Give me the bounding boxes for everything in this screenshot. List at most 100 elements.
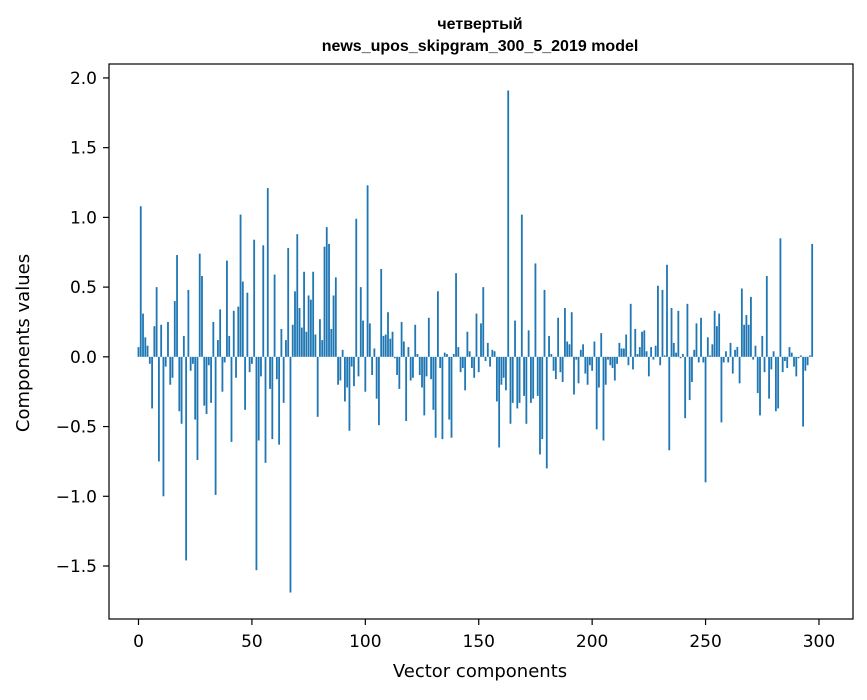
bar-component-173: [530, 356, 532, 403]
bar-component-47: [244, 356, 246, 410]
bar-component-181: [548, 335, 550, 357]
bar-component-138: [450, 356, 453, 438]
bar-component-25: [194, 356, 197, 420]
bar-component-170: [523, 356, 525, 396]
y-tick-label: 2.0: [70, 69, 97, 89]
bar-component-108: [382, 335, 385, 357]
bar-component-196: [582, 344, 584, 357]
bar-component-122: [414, 324, 417, 357]
bar-component-254: [713, 310, 716, 357]
bar-component-39: [226, 260, 228, 357]
bar-component-100: [364, 356, 367, 392]
bar-component-216: [627, 356, 630, 366]
bar-component-120: [409, 356, 412, 381]
bar-component-135: [443, 352, 446, 357]
bars-layer: [137, 90, 814, 593]
bar-component-73: [303, 271, 305, 357]
bar-component-278: [768, 356, 770, 399]
bar-component-251: [706, 337, 709, 357]
y-tick-label: 0.5: [70, 278, 97, 298]
bar-component-294: [804, 356, 807, 371]
bar-component-33: [212, 321, 215, 357]
bar-component-71: [298, 308, 301, 357]
bar-component-58: [269, 356, 271, 389]
bar-component-132: [437, 291, 439, 357]
bar-component-171: [525, 356, 528, 424]
bar-component-37: [221, 356, 224, 392]
bar-component-277: [765, 275, 768, 357]
x-axis-ticks: 0 50 100 150 200 250 300: [133, 619, 835, 652]
bar-component-49: [248, 356, 251, 373]
bar-component-106: [378, 356, 380, 426]
bar-component-72: [300, 327, 303, 357]
bar-component-2: [142, 313, 144, 357]
bar-component-79: [316, 356, 319, 417]
bar-component-60: [273, 274, 276, 357]
bar-component-203: [598, 356, 600, 388]
bar-component-150: [477, 356, 480, 373]
bar-component-114: [396, 356, 398, 375]
bar-component-107: [380, 268, 383, 357]
bar-component-23: [189, 356, 192, 371]
x-tick-label: 250: [689, 632, 721, 652]
bar-component-285: [784, 356, 786, 362]
bar-component-34: [214, 356, 217, 495]
bar-component-175: [534, 263, 537, 357]
bar-component-221: [638, 347, 641, 357]
bar-component-190: [568, 344, 571, 357]
bar-component-239: [679, 356, 682, 359]
bar-component-159: [498, 356, 501, 448]
bar-component-287: [788, 347, 791, 357]
bar-component-54: [260, 356, 262, 377]
bar-component-92: [346, 356, 349, 388]
bar-component-154: [486, 342, 489, 357]
bar-component-208: [609, 356, 612, 366]
bar-component-83: [325, 227, 328, 357]
bar-component-50: [251, 356, 253, 364]
bar-component-43: [235, 356, 237, 378]
bar-component-36: [219, 309, 222, 357]
bar-component-205: [602, 356, 605, 441]
bar-component-65: [285, 340, 287, 357]
bar-component-139: [452, 354, 455, 357]
bar-component-119: [407, 347, 410, 357]
bar-component-192: [573, 356, 575, 395]
bar-component-186: [559, 356, 562, 373]
chart-title-line1: четвертый: [437, 16, 522, 33]
bar-component-4: [146, 345, 149, 357]
bar-component-66: [287, 248, 290, 357]
bar-component-206: [604, 356, 607, 385]
bar-component-297: [811, 243, 814, 357]
bar-component-76: [309, 299, 312, 357]
bar-component-121: [412, 356, 414, 378]
bar-component-215: [625, 334, 628, 357]
bar-component-95: [353, 356, 355, 387]
x-tick-label: 0: [133, 632, 144, 652]
bar-component-180: [545, 356, 548, 469]
bar-component-21: [185, 356, 188, 561]
bar-component-151: [480, 323, 482, 357]
bar-component-0: [137, 347, 140, 357]
bar-component-153: [484, 356, 487, 362]
bar-component-276: [763, 356, 766, 373]
bar-component-225: [647, 356, 650, 377]
bar-component-269: [747, 324, 750, 357]
bar-component-160: [500, 356, 503, 385]
bar-component-28: [201, 275, 203, 357]
bar-component-68: [291, 324, 294, 357]
bar-component-112: [391, 331, 394, 357]
bar-component-123: [416, 354, 419, 357]
bar-component-19: [180, 356, 183, 424]
bar-component-194: [577, 356, 580, 384]
bar-component-199: [588, 356, 591, 366]
bar-component-163: [507, 90, 510, 357]
bar-component-18: [178, 356, 181, 412]
bar-component-288: [790, 352, 793, 357]
bar-component-266: [740, 288, 743, 357]
bar-component-16: [173, 301, 176, 357]
bar-component-226: [650, 347, 653, 357]
bar-component-22: [187, 289, 190, 357]
bar-component-286: [786, 356, 789, 368]
bar-component-292: [799, 355, 802, 357]
